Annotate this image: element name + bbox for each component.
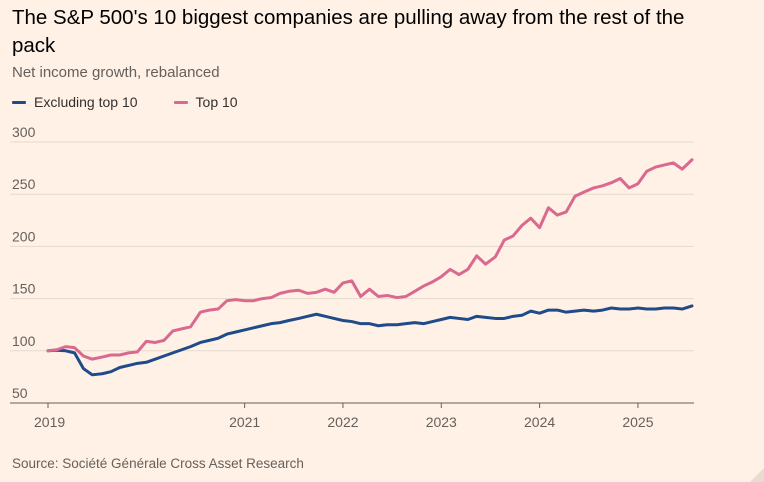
chart-source: Source: Société Générale Cross Asset Res… (12, 456, 304, 471)
corner-fold (750, 468, 764, 482)
legend-item-top-10: Top 10 (164, 94, 238, 110)
chart-subtitle: Net income growth, rebalanced (12, 64, 220, 81)
x-tick-label-2021: 2021 (229, 414, 260, 430)
series-line-top-10 (46, 158, 694, 361)
y-tick-label-200: 200 (12, 228, 36, 244)
x-tick-label-2023: 2023 (426, 414, 457, 430)
y-tick-label-300: 300 (12, 124, 36, 140)
y-tick-label-250: 250 (12, 176, 36, 192)
chart-legend: Excluding top 10 Top 10 (12, 94, 264, 110)
x-tick-label-2019: 2019 (34, 414, 65, 430)
legend-item-excluding-top-10: Excluding top 10 (12, 94, 138, 110)
x-tick-label-2022: 2022 (327, 414, 358, 430)
series-line-excluding-top-10 (46, 304, 694, 377)
y-tick-label-50: 50 (12, 385, 28, 401)
x-tick-label-2025: 2025 (622, 414, 653, 430)
legend-swatch-top-10 (173, 100, 188, 104)
legend-label-top-10: Top 10 (195, 94, 238, 110)
chart-title: The S&P 500's 10 biggest companies are p… (12, 6, 685, 57)
y-tick-label-150: 150 (12, 281, 36, 297)
legend-swatch-excluding-top-10 (12, 100, 26, 104)
y-tick-label-100: 100 (12, 333, 36, 349)
legend-label-excluding-top-10: Excluding top 10 (34, 94, 138, 110)
x-tick-label-2024: 2024 (524, 414, 555, 430)
